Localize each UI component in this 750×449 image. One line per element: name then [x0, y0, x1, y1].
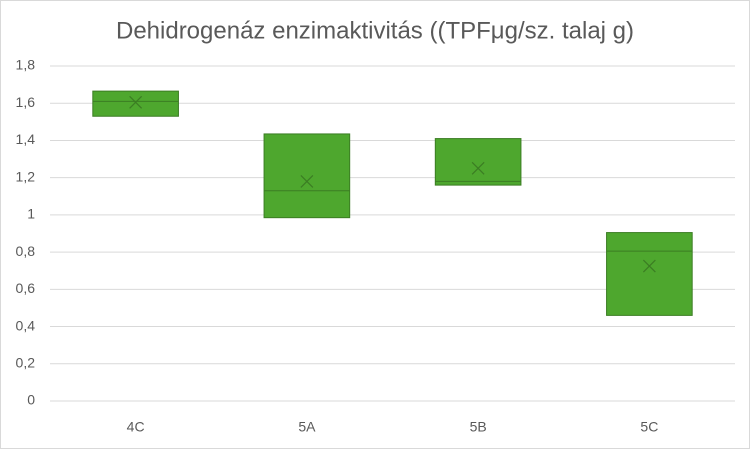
x-tick-label: 5B — [470, 419, 487, 435]
y-tick-label: 1 — [27, 206, 35, 222]
chart-title: Dehidrogenáz enzimaktivitás ((TPFμg/sz. … — [116, 17, 634, 44]
box — [92, 90, 179, 117]
x-tick-label: 4C — [127, 419, 145, 435]
y-tick-label: 0 — [27, 392, 35, 408]
x-tick-label: 5C — [640, 419, 658, 435]
box — [434, 138, 522, 186]
y-tick-label: 1,6 — [16, 94, 36, 110]
y-tick-label: 0,8 — [16, 243, 36, 259]
box — [263, 133, 351, 219]
mean-marker — [129, 95, 143, 109]
y-tick-label: 1,4 — [16, 131, 36, 147]
mean-marker — [471, 161, 485, 175]
y-tick-label: 0,6 — [16, 280, 36, 296]
mean-marker — [300, 174, 314, 188]
mean-marker — [642, 259, 656, 273]
y-tick-label: 0,2 — [16, 354, 36, 370]
y-tick-label: 1,2 — [16, 168, 36, 184]
y-tick-label: 0,4 — [16, 317, 36, 333]
box — [606, 232, 693, 316]
x-tick-label: 5A — [298, 419, 316, 435]
y-tick-label: 1,8 — [16, 57, 36, 73]
